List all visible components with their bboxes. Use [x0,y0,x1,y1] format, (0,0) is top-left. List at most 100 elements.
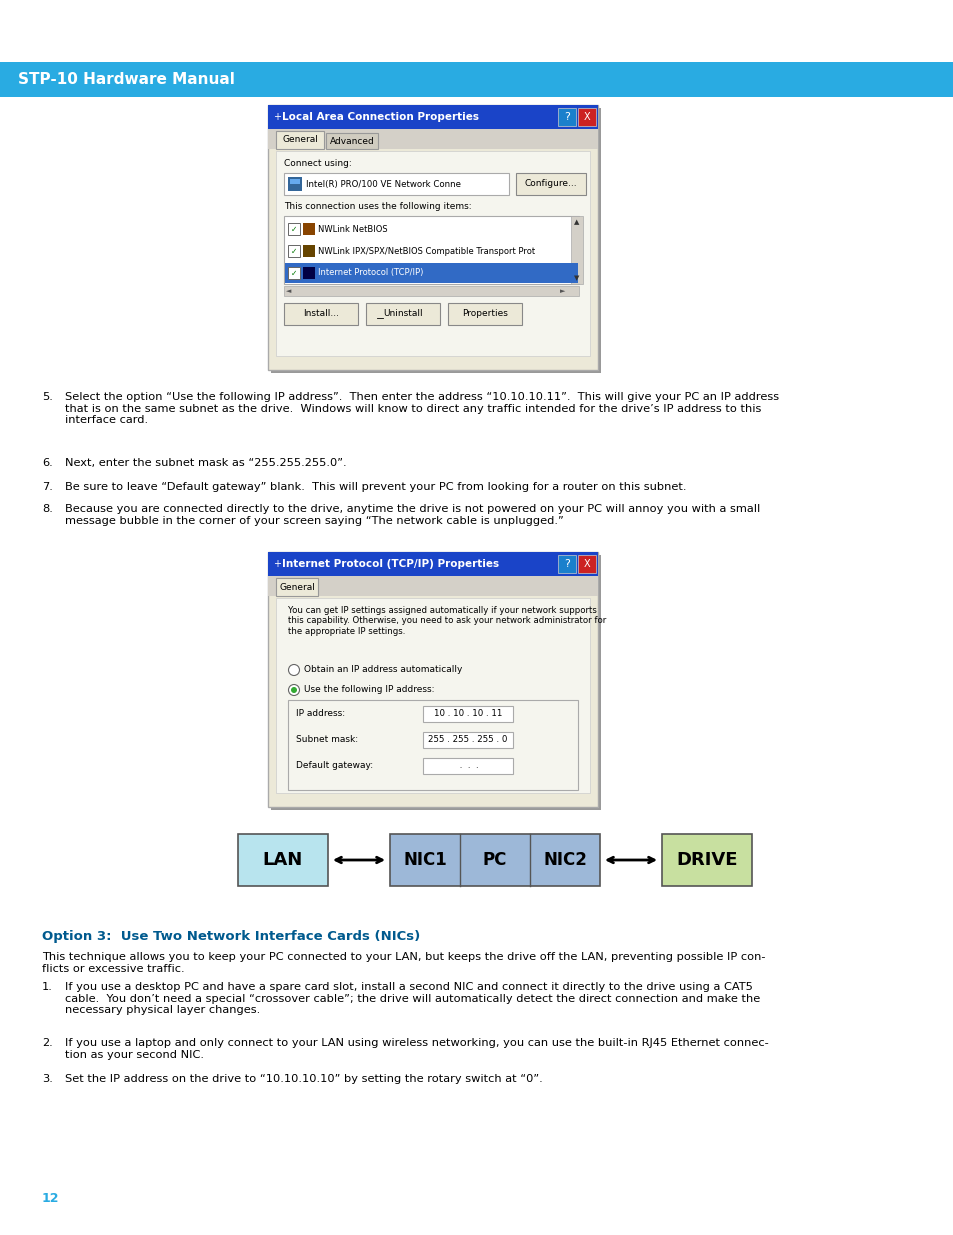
Bar [288,267,299,279]
Text: Uninstall: Uninstall [383,310,422,319]
Bar [288,177,302,191]
Bar [290,179,299,184]
Text: IP address:: IP address: [295,709,345,719]
Text: Install...: Install... [303,310,338,319]
Text: NIC2: NIC2 [542,851,586,869]
Bar [422,706,513,722]
Text: Default gateway:: Default gateway: [295,762,373,771]
Text: 12: 12 [42,1192,59,1205]
Text: This connection uses the following items:: This connection uses the following items… [284,203,471,211]
Bar [268,552,598,806]
Text: NIC1: NIC1 [403,851,446,869]
Circle shape [288,684,299,695]
Bar [558,107,576,126]
Bar [303,245,314,257]
Bar [268,552,598,576]
Text: ►: ► [559,288,565,294]
Bar [275,598,589,793]
Text: 10 . 10 . 10 . 11: 10 . 10 . 10 . 11 [434,709,501,719]
Text: STP-10 Hardware Manual: STP-10 Hardware Manual [18,72,234,86]
Text: 3.: 3. [42,1074,52,1084]
Text: 1.: 1. [42,982,52,992]
Bar [275,578,317,597]
Bar [288,700,578,790]
Text: X: X [583,112,590,122]
Text: +: + [274,112,285,122]
Text: Next, enter the subnet mask as “255.255.255.0”.: Next, enter the subnet mask as “255.255.… [65,458,346,468]
Text: X: X [583,559,590,569]
Bar [516,173,585,195]
Text: 5.: 5. [42,391,52,403]
Text: General: General [282,136,317,144]
Bar [448,303,521,325]
Text: NWLink NetBIOS: NWLink NetBIOS [317,225,387,233]
Text: Intel(R) PRO/100 VE Network Conne: Intel(R) PRO/100 VE Network Conne [306,179,460,189]
Text: ▲: ▲ [574,219,579,225]
Text: Use the following IP address:: Use the following IP address: [304,685,434,694]
Text: If you use a desktop PC and have a spare card slot, install a second NIC and con: If you use a desktop PC and have a spare… [65,982,760,1015]
Bar [303,224,314,235]
Text: Internet Protocol (TCP/IP): Internet Protocol (TCP/IP) [317,268,423,278]
Circle shape [291,687,296,693]
Text: DRIVE: DRIVE [676,851,737,869]
Text: PC: PC [482,851,507,869]
Text: ?: ? [563,559,569,569]
Text: 6.: 6. [42,458,52,468]
Text: .  .  .: . . . [456,762,478,771]
Text: General: General [279,583,314,592]
Bar [661,834,751,885]
Text: ?: ? [563,112,569,122]
Text: 255 . 255 . 255 . 0: 255 . 255 . 255 . 0 [428,736,507,745]
Bar [303,267,314,279]
Text: Connect using:: Connect using: [284,159,352,168]
Bar [578,107,596,126]
Bar [0,62,953,98]
Text: If you use a laptop and only connect to your LAN using wireless networking, you : If you use a laptop and only connect to … [65,1037,768,1060]
Bar [390,834,599,885]
Text: ✓: ✓ [291,225,297,233]
Bar [285,263,578,283]
Text: Internet Protocol (TCP/IP) Properties: Internet Protocol (TCP/IP) Properties [282,559,498,569]
Bar [326,133,377,149]
Bar [578,555,596,573]
Bar [422,732,513,748]
Bar [284,216,578,284]
Bar [288,245,299,257]
Text: Local Area Connection Properties: Local Area Connection Properties [282,112,478,122]
Bar [268,105,598,370]
Text: ✓: ✓ [291,268,297,278]
Bar [571,216,582,284]
Text: ▼: ▼ [574,275,579,282]
Text: Be sure to leave “Default gateway” blank.  This will prevent your PC from lookin: Be sure to leave “Default gateway” blank… [65,482,686,492]
Bar [284,173,509,195]
Circle shape [288,664,299,676]
Bar [288,224,299,235]
Bar [275,131,324,149]
Text: Subnet mask:: Subnet mask: [295,736,357,745]
Bar [284,303,357,325]
Text: Advanced: Advanced [330,137,374,146]
Text: NWLink IPX/SPX/NetBIOS Compatible Transport Prot: NWLink IPX/SPX/NetBIOS Compatible Transp… [317,247,535,256]
Text: You can get IP settings assigned automatically if your network supports
this cap: You can get IP settings assigned automat… [288,606,605,636]
Bar [237,834,328,885]
Text: Properties: Properties [461,310,507,319]
Bar [268,576,598,597]
Text: 7.: 7. [42,482,52,492]
Text: Obtain an IP address automatically: Obtain an IP address automatically [304,666,462,674]
Text: +: + [274,559,285,569]
Text: 2.: 2. [42,1037,52,1049]
Text: Because you are connected directly to the drive, anytime the drive is not powere: Because you are connected directly to th… [65,504,760,526]
Bar [271,107,600,373]
Bar [422,758,513,774]
Bar [284,287,578,296]
Text: Set the IP address on the drive to “10.10.10.10” by setting the rotary switch at: Set the IP address on the drive to “10.1… [65,1074,542,1084]
Text: LAN: LAN [263,851,303,869]
Text: Option 3:  Use Two Network Interface Cards (NICs): Option 3: Use Two Network Interface Card… [42,930,420,944]
Bar [275,151,589,356]
Bar [558,555,576,573]
Text: Select the option “Use the following IP address”.  Then enter the address “10.10: Select the option “Use the following IP … [65,391,779,425]
Text: ✓: ✓ [291,247,297,256]
Bar [366,303,439,325]
Bar [268,105,598,128]
Bar [268,128,598,149]
